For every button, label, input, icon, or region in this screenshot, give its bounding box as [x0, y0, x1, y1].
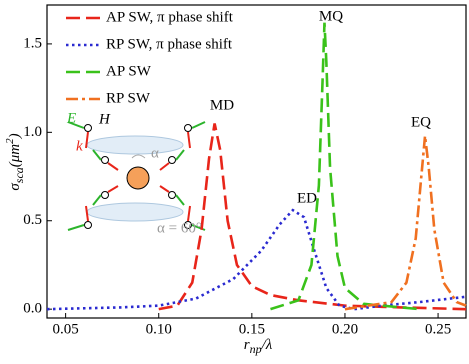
- series-line: [158, 123, 467, 311]
- legend-label: AP SW, π phase shift: [106, 9, 234, 25]
- inset-label: H: [98, 111, 111, 127]
- y-label-power: 2: [4, 138, 16, 144]
- annotation: ED: [297, 190, 317, 206]
- x-tick-label: 0.25: [425, 321, 451, 337]
- annotation: MD: [210, 97, 234, 113]
- x-tick-label: 0.15: [239, 321, 265, 337]
- x-label-base: r: [244, 337, 250, 353]
- x-tick-label: 0.10: [146, 321, 172, 337]
- legend-label: AP SW: [106, 63, 152, 79]
- annotation: EQ: [411, 114, 431, 130]
- legend-label: RP SW, π phase shift: [106, 36, 233, 52]
- series-line: [270, 22, 420, 311]
- inset-label: E: [66, 110, 76, 126]
- inset: [67, 121, 206, 231]
- y-label-close: ): [7, 133, 23, 139]
- y-label-sub: sca: [12, 167, 26, 183]
- x-axis-label: rnp/λ: [244, 337, 273, 355]
- y-tick-label: 0.0: [23, 301, 42, 317]
- x-label-rest: /λ: [261, 337, 273, 353]
- plot-frame: [46, 4, 467, 319]
- inset-label: α: [151, 145, 159, 161]
- legend-label: RP SW: [106, 90, 151, 106]
- y-axis-label: σsca(μm2): [4, 133, 26, 190]
- inset-label: k: [76, 138, 83, 154]
- y-tick-label: 0.5: [23, 212, 42, 228]
- y-tick-label: 1.0: [23, 124, 42, 140]
- y-label-base: σ: [7, 183, 23, 191]
- x-tick-label: 0.20: [332, 321, 358, 337]
- inset-label: α = 60°: [157, 220, 202, 236]
- series-line: [46, 208, 467, 311]
- y-label-unit: (μm: [7, 144, 23, 168]
- series-line: [344, 135, 467, 311]
- annotation: MQ: [319, 8, 343, 24]
- x-label-sub: np: [250, 342, 262, 356]
- x-tick-label: 0.05: [52, 321, 78, 337]
- y-tick-label: 1.5: [23, 35, 42, 51]
